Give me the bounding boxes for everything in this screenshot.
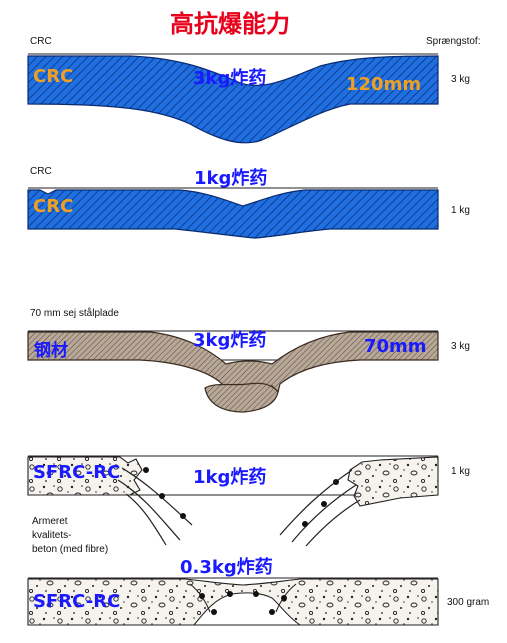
panel-2-graphic bbox=[27, 187, 439, 239]
panel-2-material-label: CRC bbox=[33, 196, 74, 217]
panel-3-material-label: 钢材 bbox=[34, 341, 68, 361]
page-title: 高抗爆能力 bbox=[170, 10, 290, 38]
panel-1-charge-label: 3kg炸药 bbox=[193, 68, 267, 89]
panel-5-charge-label: 0.3kg炸药 bbox=[180, 557, 273, 578]
panel-1-right-label: 3 kg bbox=[451, 74, 470, 85]
panel-5-material-label: SFRC-RC bbox=[33, 591, 121, 612]
panel-4-right-label: 1 kg bbox=[451, 466, 470, 477]
panel-3-thickness-label: 70mm bbox=[364, 336, 427, 357]
panel-1-graphic bbox=[27, 53, 439, 144]
panel-3-charge-label: 3kg炸药 bbox=[193, 330, 267, 351]
panel-4-charge-label: 1kg炸药 bbox=[193, 467, 267, 488]
reinforced-concrete-note-line-2: kvalitets- bbox=[32, 530, 72, 541]
panel-2-left-label: CRC bbox=[30, 166, 52, 177]
panel-5-right-label: 300 gram bbox=[447, 597, 490, 608]
reinforced-concrete-note-line-3: beton (med fibre) bbox=[32, 544, 109, 555]
panel-1-thickness-label: 120mm bbox=[346, 74, 422, 95]
top-right-label: Sprængstof: bbox=[426, 36, 481, 47]
panel-2-charge-label: 1kg炸药 bbox=[194, 168, 268, 189]
panel-3-graphic bbox=[27, 330, 439, 413]
panel-3-right-label: 3 kg bbox=[451, 341, 470, 352]
panel-1-material-label: CRC bbox=[33, 66, 74, 87]
panel-3-left-label: 70 mm sej stålplade bbox=[30, 308, 119, 319]
panel-5-graphic bbox=[27, 577, 439, 626]
panel-4-material-label: SFRC-RC bbox=[33, 462, 121, 483]
panel-1-left-label: CRC bbox=[30, 36, 52, 47]
panel-4-graphic bbox=[27, 455, 439, 547]
reinforced-concrete-note-line-1: Armeret bbox=[32, 516, 68, 527]
panel-2-right-label: 1 kg bbox=[451, 205, 470, 216]
